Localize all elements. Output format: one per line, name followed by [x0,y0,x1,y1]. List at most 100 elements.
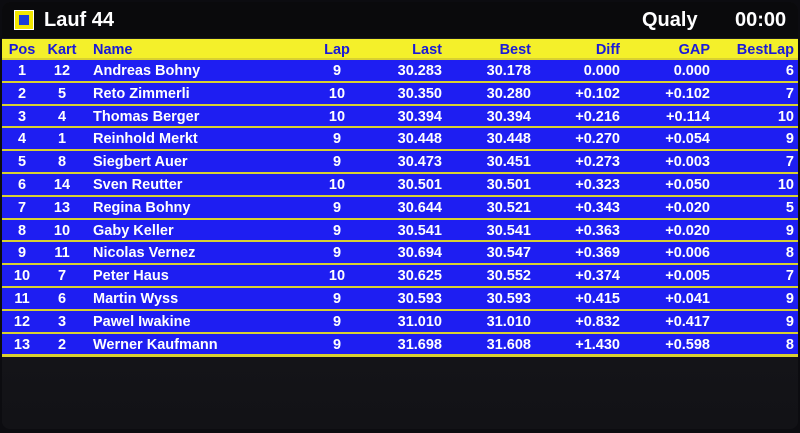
cell-value: +0.415 [575,290,620,307]
cell-value: Sven Reutter [93,176,183,193]
cell-value: Gaby Keller [93,222,174,239]
cell-value: 9 [332,199,342,216]
cell-value: 3 [57,313,67,330]
cell-value: +0.323 [575,176,620,193]
cell-value: 30.644 [397,199,442,216]
cell-value: +0.102 [575,85,620,102]
column-header: Pos [8,42,36,58]
cell-value: 14 [53,176,71,193]
cell-value: 10 [328,108,346,125]
cell-value: 30.694 [397,245,442,262]
cell-value: 6 [785,63,794,79]
cell-value: 30.394 [397,108,442,125]
cell-value: Siegbert Auer [93,154,188,171]
column-header: Name [93,42,133,58]
cell-value: 30.552 [486,268,531,285]
cell-value: Nicolas Vernez [93,245,196,262]
cell-value: 8 [785,336,794,353]
cell-value: Martin Wyss [93,290,179,307]
cell-value: 10 [328,85,346,102]
cell-value: 10 [777,176,794,193]
cell-value: 1 [57,131,67,148]
cell-value: 9 [332,63,342,79]
cell-value: 10 [13,268,31,285]
cell-value: +0.005 [665,268,710,285]
cell-value: 7 [785,154,794,171]
column-header: Diff [595,42,620,58]
cell-value: 30.541 [486,222,531,239]
cell-value: Werner Kaufmann [93,336,218,353]
cell-value: 9 [332,154,342,171]
result-row: 4 1 Reinhold Merkt 9 30.448 30.448 +0.270 +0.05… [2,128,798,150]
session-time: 00:00 [735,9,787,31]
cell-value: +0.273 [575,154,620,171]
result-row: 2 5 Reto Zimmerli 10 30.350 30.280 +0.102 +0.10… [2,82,798,104]
cell-value: 30.541 [397,222,442,239]
cell-value: Regina Bohny [93,199,191,216]
cell-value: 31.608 [486,336,531,353]
cell-value: Reto Zimmerli [93,85,190,102]
cell-value: 30.521 [486,199,531,216]
cell-value: 10 [777,108,794,125]
cell-value: +0.598 [665,336,710,353]
cell-value: 5 [57,85,67,102]
header-row: Pos Kart Name Lap Last Best Diff GAP BestLap [2,39,798,58]
cell-value: 30.593 [397,290,442,307]
cell-value: 9 [332,131,342,148]
cell-value: Thomas Berger [93,108,200,125]
cell-value: 12 [53,63,71,79]
cell-value: 30.593 [486,290,531,307]
cell-value: 7 [785,268,794,285]
cell-value: +0.216 [575,108,620,125]
cell-value: 30.283 [397,63,442,79]
column-header: GAP [678,42,710,58]
results-table: Pos Kart Name Lap Last Best Diff GAP BestLap 1 12 A… [2,39,798,356]
cell-value: 9 [332,290,342,307]
cell-value: 2 [57,336,67,353]
cell-value: 30.501 [486,176,531,193]
cell-value: 9 [17,245,27,262]
cell-value: 31.698 [397,336,442,353]
cell-value: +0.417 [665,313,710,330]
cell-value: 9 [785,131,794,148]
cell-value: +0.020 [665,199,710,216]
cell-value: 9 [785,313,794,330]
logo [14,10,34,30]
cell-value: 10 [53,222,71,239]
result-row: 8 10 Gaby Keller 9 30.541 30.541 +0.363 +0.020 9 [2,219,798,241]
cell-value: +0.363 [575,222,620,239]
cell-value: 5 [17,154,27,171]
cell-value: +0.114 [666,108,710,125]
cell-value: 10 [328,176,346,193]
cell-value: +0.003 [665,154,710,171]
cell-value: Peter Haus [93,268,169,285]
cell-value: 30.451 [486,154,531,171]
cell-value: 4 [17,131,27,148]
cell-value: 0.000 [673,63,710,79]
cell-value: 8 [785,245,794,262]
result-row: 9 11 Nicolas Vernez 9 30.694 30.547 +0.369 +0.0… [2,242,798,264]
cell-value: 30.448 [397,131,442,148]
session-mode: Qualy [642,9,698,31]
cell-value: 30.625 [397,268,442,285]
cell-value: 8 [17,222,27,239]
cell-value: 9 [785,290,794,307]
cell-value: 9 [332,245,342,262]
result-row: 13 2 Werner Kaufmann 9 31.698 31.608 +1.430 +0.… [2,333,798,355]
cell-value: 31.010 [486,313,531,330]
cell-value: 11 [54,245,70,262]
cell-value: 0.000 [583,63,620,79]
column-header: Kart [47,42,77,58]
cell-value: Pawel Iwakine [93,313,191,330]
cell-value: 9 [332,336,342,353]
cell-value: 30.473 [397,154,442,171]
cell-value: 11 [14,290,30,307]
cell-value: +0.374 [575,268,620,285]
cell-value: +0.041 [665,290,710,307]
column-header: Best [499,42,531,58]
result-row: 1 12 Andreas Bohny 9 30.283 30.178 0.000 0.000 6 [2,60,798,81]
cell-value: +0.006 [665,245,710,262]
race-title: Lauf 44 [44,9,115,31]
cell-value: 8 [57,154,67,171]
